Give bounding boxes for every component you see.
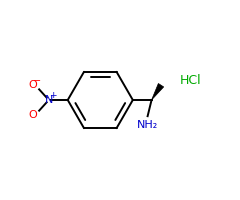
Text: N: N <box>45 95 53 105</box>
Text: O: O <box>28 110 37 120</box>
Text: −: − <box>33 76 41 86</box>
Text: +: + <box>49 91 56 100</box>
Text: O: O <box>28 80 37 90</box>
Text: HCl: HCl <box>180 74 202 87</box>
Text: NH₂: NH₂ <box>137 120 158 130</box>
Polygon shape <box>151 84 164 100</box>
